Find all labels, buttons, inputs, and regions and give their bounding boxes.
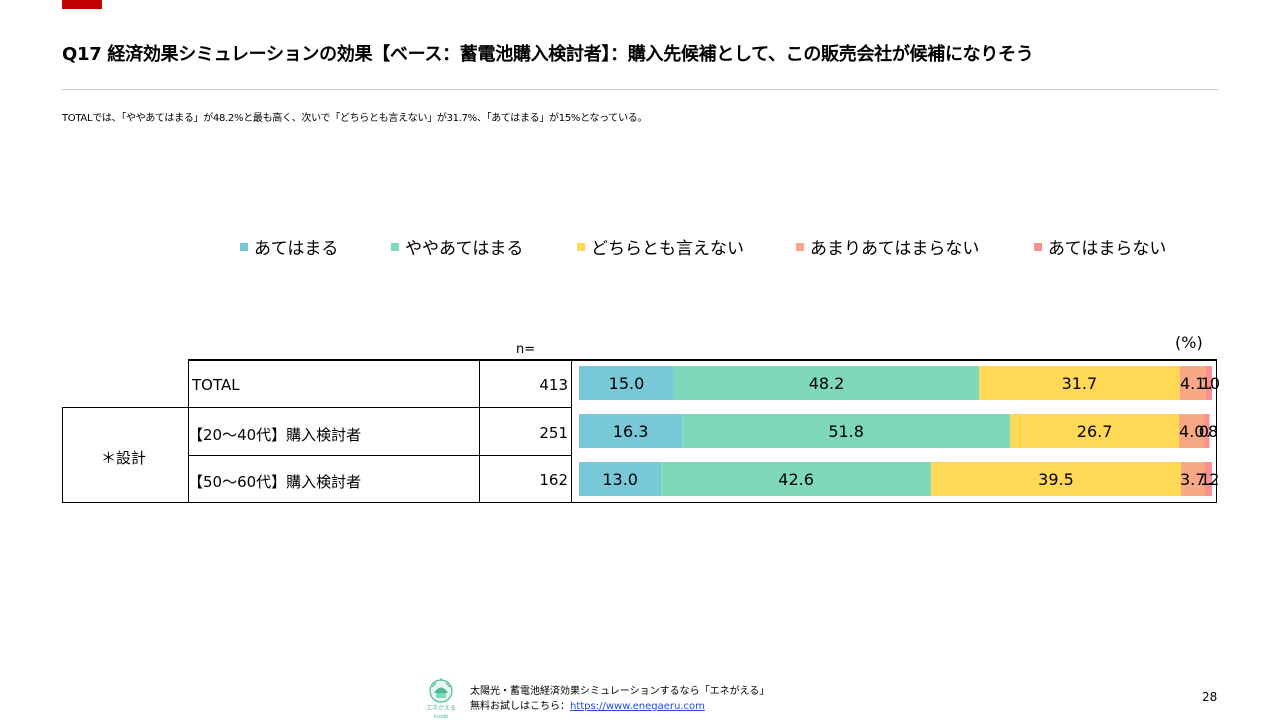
logo-text: エネがえる (426, 704, 456, 712)
data-label: 51.8 (828, 422, 864, 441)
bar-segment (682, 414, 1011, 448)
corner-accent (62, 0, 102, 9)
legend-item: あてはまる (240, 234, 338, 259)
unit-label: (%) (1175, 333, 1203, 352)
legend-label: あてはまる (254, 239, 339, 259)
footer-line-2-prefix: 無料お試しはこちら： (470, 701, 570, 712)
footer-text: 太陽光・蓄電池経済効果シミュレーションするなら「エネがえる」 無料お試しはこちら… (470, 684, 769, 714)
table-vline (571, 359, 572, 503)
legend-swatch (240, 242, 248, 251)
logo-subtext: inside (434, 714, 449, 720)
footer-link[interactable]: https://www.enegaeru.com (570, 701, 705, 712)
table-border-bottom (62, 502, 1217, 503)
page-title: Q17 経済効果シミュレーションの効果【ベース：蓄電池購入検討者】：購入先候補と… (62, 44, 1034, 65)
bar-segment (1204, 414, 1210, 448)
n-header: n= (516, 342, 536, 357)
bar-segment (579, 366, 674, 400)
row-n: 251 (539, 424, 568, 442)
legend-label: あまりあてはまらない (810, 239, 980, 259)
table-row-divider (188, 455, 572, 456)
bar-segment (1205, 366, 1212, 400)
legend-label: あてはまらない (1048, 239, 1167, 259)
table-vline (62, 407, 63, 503)
table-row-divider (62, 407, 572, 408)
table-vline (188, 359, 189, 503)
bar-segment (1179, 414, 1205, 448)
data-label: 31.7 (1062, 374, 1098, 393)
data-label: 15.0 (609, 374, 645, 393)
table-border-top (188, 359, 1217, 361)
row-label: 【50～60代】購入検討者 (188, 473, 362, 491)
data-label: 16.3 (613, 422, 649, 441)
data-label: 1.2 (1200, 470, 1218, 489)
legend-item: ややあてはまる (391, 234, 523, 259)
data-label: 26.7 (1077, 422, 1113, 441)
row-n: 413 (539, 376, 568, 394)
legend-item: あてはまらない (1034, 234, 1166, 259)
legend-item: あまりあてはまらない (796, 234, 979, 259)
legend-swatch (796, 242, 804, 251)
summary-text: TOTALでは、「ややあてはまる」が48.2%と最も高く、次いで「どちらとも言え… (62, 113, 648, 124)
footer-line-2: 無料お試しはこちら：https://www.enegaeru.com (470, 699, 769, 714)
bar-segment (930, 462, 1181, 496)
data-label: 13.0 (602, 470, 638, 489)
chart-legend: あてはまる ややあてはまる どちらとも言えない あまりあてはまらない あてはまら… (0, 234, 1280, 259)
legend-label: ややあてはまる (405, 239, 524, 259)
legend-swatch (577, 242, 585, 251)
bar-segment (1204, 462, 1212, 496)
bar-segment (579, 462, 662, 496)
bar-segment (661, 462, 931, 496)
data-label: 42.6 (778, 470, 814, 489)
table-vline (479, 359, 480, 503)
data-label: 4.0 (1179, 422, 1204, 441)
page-number: 28 (1202, 690, 1218, 704)
bar-segment (1010, 414, 1180, 448)
bar-segment (1179, 366, 1206, 400)
bar-segment (1180, 462, 1205, 496)
data-label: 3.7 (1180, 470, 1205, 489)
data-label: 1.0 (1201, 374, 1220, 393)
bar-segment (673, 366, 980, 400)
legend-swatch (1034, 242, 1042, 251)
legend-swatch (391, 242, 399, 251)
data-label: 0.8 (1199, 422, 1218, 441)
legend-item: どちらとも言えない (577, 234, 744, 259)
row-n: 162 (539, 471, 568, 489)
row-label: TOTAL (192, 376, 240, 394)
bar-segment (579, 414, 683, 448)
legend-label: どちらとも言えない (591, 239, 744, 259)
data-label: 4.1 (1180, 374, 1205, 393)
bar-segment (979, 366, 1180, 400)
enegaeru-logo-icon: エネがえる inside (426, 678, 456, 720)
table-vline (1216, 359, 1217, 503)
title-divider (62, 89, 1218, 90)
footer-line-1: 太陽光・蓄電池経済効果シミュレーションするなら「エネがえる」 (470, 686, 770, 697)
row-label: 【20～40代】購入検討者 (188, 426, 362, 444)
data-label: 48.2 (809, 374, 845, 393)
group-label: ＊設計 (101, 449, 147, 467)
data-label: 39.5 (1038, 470, 1074, 489)
